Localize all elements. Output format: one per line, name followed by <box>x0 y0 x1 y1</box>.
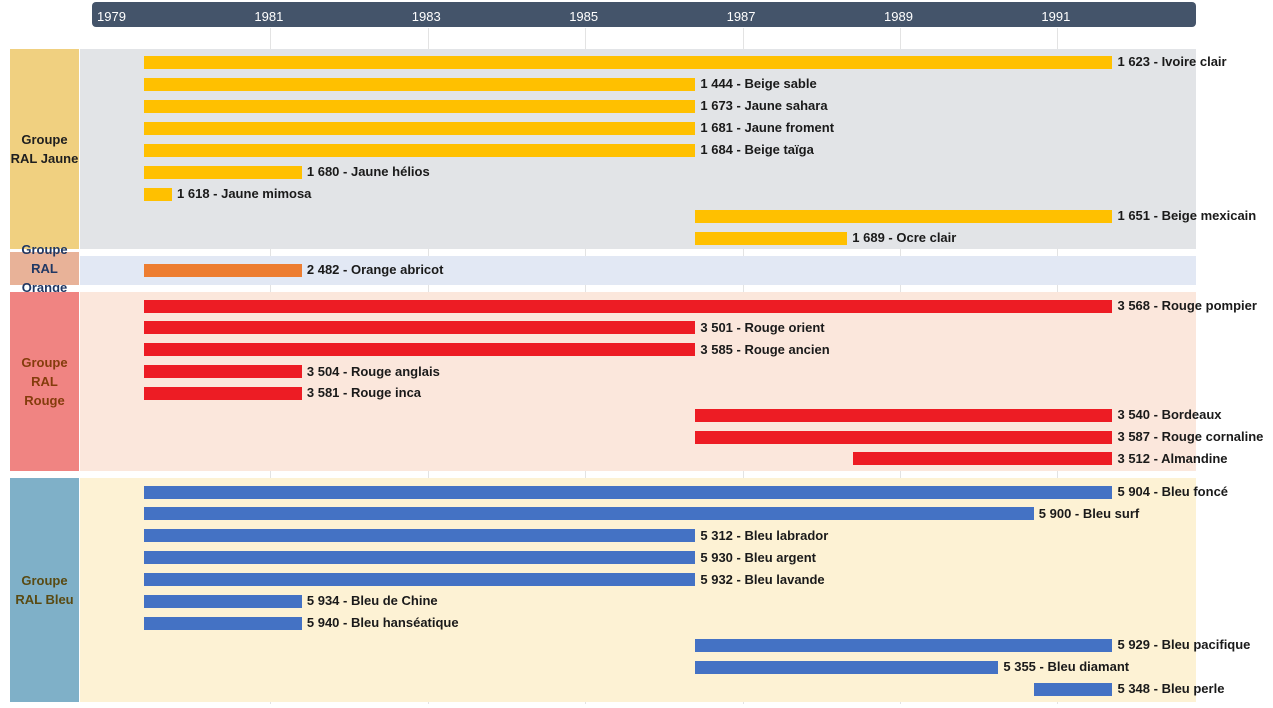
bar-label: 3 568 - Rouge pompier <box>1117 298 1257 313</box>
timeline-bar <box>144 77 696 91</box>
bar-label: 5 934 - Bleu de Chine <box>306 593 438 609</box>
bar-label: 1 623 - Ivoire clair <box>1117 54 1227 69</box>
timeline-bar <box>144 365 302 379</box>
timeline-bar <box>695 408 1113 422</box>
timeline-bar <box>144 321 696 335</box>
bar-label: 5 355 - Bleu diamant <box>1003 659 1130 675</box>
timeline-bar <box>144 99 696 113</box>
bar-label: 5 904 - Bleu foncé <box>1117 484 1229 499</box>
timeline-bar <box>144 165 302 179</box>
bar-label: 2 482 - Orange abricot <box>306 262 444 277</box>
tick-label: 1989 <box>884 9 913 24</box>
timeline-bar <box>144 343 696 357</box>
timeline-bar <box>144 485 1113 499</box>
tick-label: 1979 <box>97 9 126 24</box>
group-label: Groupe RAL Bleu <box>10 478 79 702</box>
timeline-bar <box>144 386 302 400</box>
bar-label: 5 312 - Bleu labrador <box>700 527 829 543</box>
timeline-bar <box>144 573 696 587</box>
bar-label: 1 689 - Ocre clair <box>852 230 957 245</box>
timeline-bar <box>144 187 172 201</box>
timeline-bar <box>1033 682 1113 696</box>
timeline-bar <box>144 299 1113 313</box>
bar-label: 3 504 - Rouge anglais <box>306 363 440 379</box>
timeline-bar <box>695 231 848 245</box>
timeline-bar <box>852 452 1113 466</box>
timeline-bar <box>695 660 999 674</box>
bar-label: 1 651 - Beige mexicain <box>1117 208 1257 223</box>
timeline-bar <box>144 529 696 543</box>
timeline-bar <box>144 263 302 277</box>
bar-label: 1 618 - Jaune mimosa <box>177 186 312 201</box>
timeline-bar <box>695 638 1113 652</box>
bar-label: 5 929 - Bleu pacifique <box>1117 637 1251 653</box>
tick-label: 1987 <box>726 9 756 24</box>
bar-label: 1 681 - Jaune froment <box>700 120 835 135</box>
timeline-bar <box>695 430 1113 444</box>
timeline-bar <box>144 594 302 608</box>
bar-label: 5 930 - Bleu argent <box>700 549 816 565</box>
tick-label: 1991 <box>1041 9 1071 24</box>
bar-label: 5 900 - Bleu surf <box>1038 505 1140 521</box>
group-label: Groupe RAL Rouge <box>10 292 79 471</box>
timeline-bar <box>695 209 1113 223</box>
group-band <box>80 292 1196 471</box>
bar-label: 5 940 - Bleu hanséatique <box>306 615 459 631</box>
timeline-bar <box>144 616 302 630</box>
group-label: Groupe RAL Jaune <box>10 49 79 249</box>
bar-label: 1 444 - Beige sable <box>700 76 817 91</box>
bar-label: 3 540 - Bordeaux <box>1117 407 1222 423</box>
timeline-bar <box>144 143 696 157</box>
bar-label: 1 680 - Jaune hélios <box>306 164 430 179</box>
timeline-bar <box>144 551 696 565</box>
bar-label: 1 673 - Jaune sahara <box>700 98 828 113</box>
bar-label: 1 684 - Beige taïga <box>700 142 814 157</box>
bar-label: 3 501 - Rouge orient <box>700 319 825 335</box>
timeline-bar <box>144 507 1034 521</box>
tick-label: 1985 <box>569 9 599 24</box>
bar-label: 5 932 - Bleu lavande <box>700 571 825 587</box>
timeline-bar <box>144 55 1113 69</box>
bar-label: 3 581 - Rouge inca <box>306 385 422 401</box>
year-axis: 1979 1981 1983 1985 1987 1989 1991 <box>92 2 1196 27</box>
bar-label: 3 585 - Rouge ancien <box>700 341 830 357</box>
bar-label: 5 348 - Bleu perle <box>1117 681 1225 696</box>
bar-label: 3 587 - Rouge cornaline <box>1117 429 1264 445</box>
tick-label: 1981 <box>254 9 284 24</box>
timeline-bar <box>144 121 696 135</box>
bar-label: 3 512 - Almandine <box>1117 450 1228 466</box>
tick-label: 1983 <box>411 9 441 24</box>
group-label: Groupe RAL Orange <box>10 242 79 295</box>
